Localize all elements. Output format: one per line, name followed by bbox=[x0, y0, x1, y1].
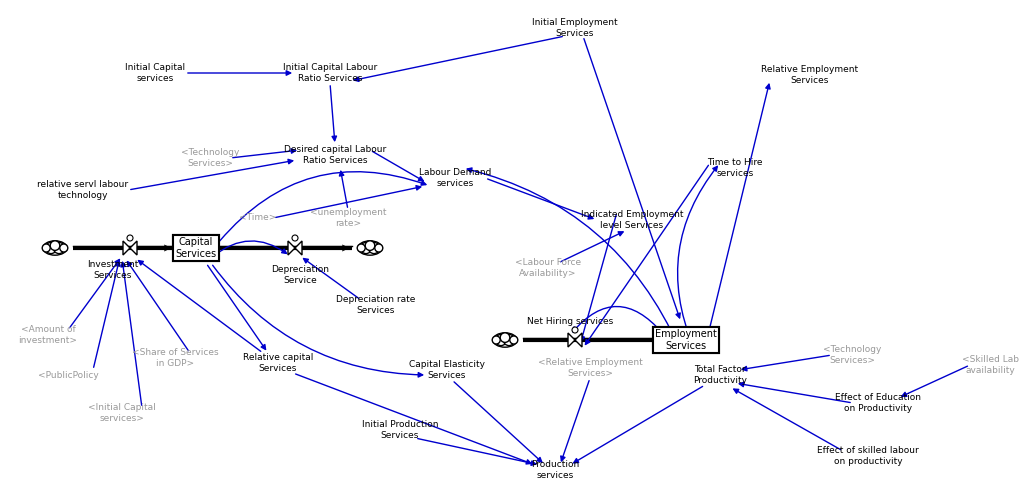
Polygon shape bbox=[568, 333, 575, 347]
Text: Total Factor
Productivity: Total Factor Productivity bbox=[693, 365, 747, 385]
Polygon shape bbox=[295, 241, 302, 255]
Polygon shape bbox=[123, 241, 130, 255]
Text: Depreciation
Service: Depreciation Service bbox=[271, 265, 329, 285]
Text: <Time>: <Time> bbox=[239, 214, 276, 222]
Circle shape bbox=[365, 241, 375, 250]
Text: Net Hiring services: Net Hiring services bbox=[527, 318, 613, 327]
Circle shape bbox=[572, 327, 578, 333]
Text: Initial Employment
Services: Initial Employment Services bbox=[532, 18, 618, 38]
Text: Indicated Employment
level Services: Indicated Employment level Services bbox=[580, 210, 684, 230]
Text: Employment
Services: Employment Services bbox=[655, 329, 717, 351]
Text: Employment
Services: Employment Services bbox=[655, 329, 717, 351]
Text: <Initial Capital
services>: <Initial Capital services> bbox=[88, 403, 156, 423]
Text: Initial Capital
services: Initial Capital services bbox=[125, 63, 185, 82]
Text: Depreciation rate
Services: Depreciation rate Services bbox=[336, 295, 415, 315]
Text: <Skilled Lab
availability: <Skilled Lab availability bbox=[962, 355, 1019, 375]
Circle shape bbox=[496, 334, 506, 346]
Text: <Technology
Services>: <Technology Services> bbox=[180, 148, 239, 168]
Text: Relative capital
Services: Relative capital Services bbox=[243, 354, 313, 373]
Text: Relative Employment
Services: Relative Employment Services bbox=[762, 65, 859, 85]
Text: <Amount of
investment>: <Amount of investment> bbox=[19, 326, 77, 345]
Circle shape bbox=[60, 244, 68, 252]
Text: Capital Elasticity
Services: Capital Elasticity Services bbox=[409, 360, 485, 380]
Ellipse shape bbox=[493, 333, 517, 347]
Circle shape bbox=[42, 244, 51, 252]
Ellipse shape bbox=[43, 241, 67, 255]
Circle shape bbox=[503, 334, 514, 346]
Text: Initial Production
Services: Initial Production Services bbox=[362, 420, 438, 440]
Text: Production
services: Production services bbox=[531, 460, 579, 480]
Text: relative servl labour
technology: relative servl labour technology bbox=[37, 180, 129, 200]
Text: Initial Capital Labour
Ratio Services: Initial Capital Labour Ratio Services bbox=[282, 63, 377, 82]
Text: Labour Demand
services: Labour Demand services bbox=[419, 168, 491, 188]
Text: Investment
Services: Investment Services bbox=[88, 260, 139, 280]
Text: <Technology
Services>: <Technology Services> bbox=[823, 345, 882, 365]
Circle shape bbox=[375, 244, 383, 252]
Circle shape bbox=[45, 243, 57, 253]
Text: Capital
Services: Capital Services bbox=[175, 237, 217, 259]
Text: Capital
Services: Capital Services bbox=[175, 237, 217, 259]
Polygon shape bbox=[288, 241, 295, 255]
Circle shape bbox=[368, 243, 379, 253]
Circle shape bbox=[127, 235, 133, 241]
Circle shape bbox=[500, 333, 509, 342]
Text: <Share of Services
in GDP>: <Share of Services in GDP> bbox=[132, 348, 219, 368]
Circle shape bbox=[357, 244, 365, 252]
Text: <Relative Employment
Services>: <Relative Employment Services> bbox=[537, 358, 642, 378]
Text: <PublicPolicy: <PublicPolicy bbox=[37, 371, 98, 380]
Text: Time to Hire
services: Time to Hire services bbox=[707, 158, 763, 178]
Text: Effect of skilled labour
on productivity: Effect of skilled labour on productivity bbox=[818, 446, 919, 465]
Circle shape bbox=[509, 336, 518, 344]
Circle shape bbox=[292, 235, 298, 241]
Text: <Labour Force
Availability>: <Labour Force Availability> bbox=[514, 258, 581, 278]
Polygon shape bbox=[130, 241, 137, 255]
Circle shape bbox=[361, 243, 371, 253]
Text: Effect of Education
on Productivity: Effect of Education on Productivity bbox=[835, 393, 921, 413]
Text: Desired capital Labour
Ratio Services: Desired capital Labour Ratio Services bbox=[284, 145, 387, 164]
Ellipse shape bbox=[358, 241, 383, 255]
Circle shape bbox=[51, 241, 60, 250]
Polygon shape bbox=[575, 333, 583, 347]
Circle shape bbox=[492, 336, 500, 344]
Circle shape bbox=[54, 243, 65, 253]
Text: <unemployment
rate>: <unemployment rate> bbox=[309, 208, 387, 228]
